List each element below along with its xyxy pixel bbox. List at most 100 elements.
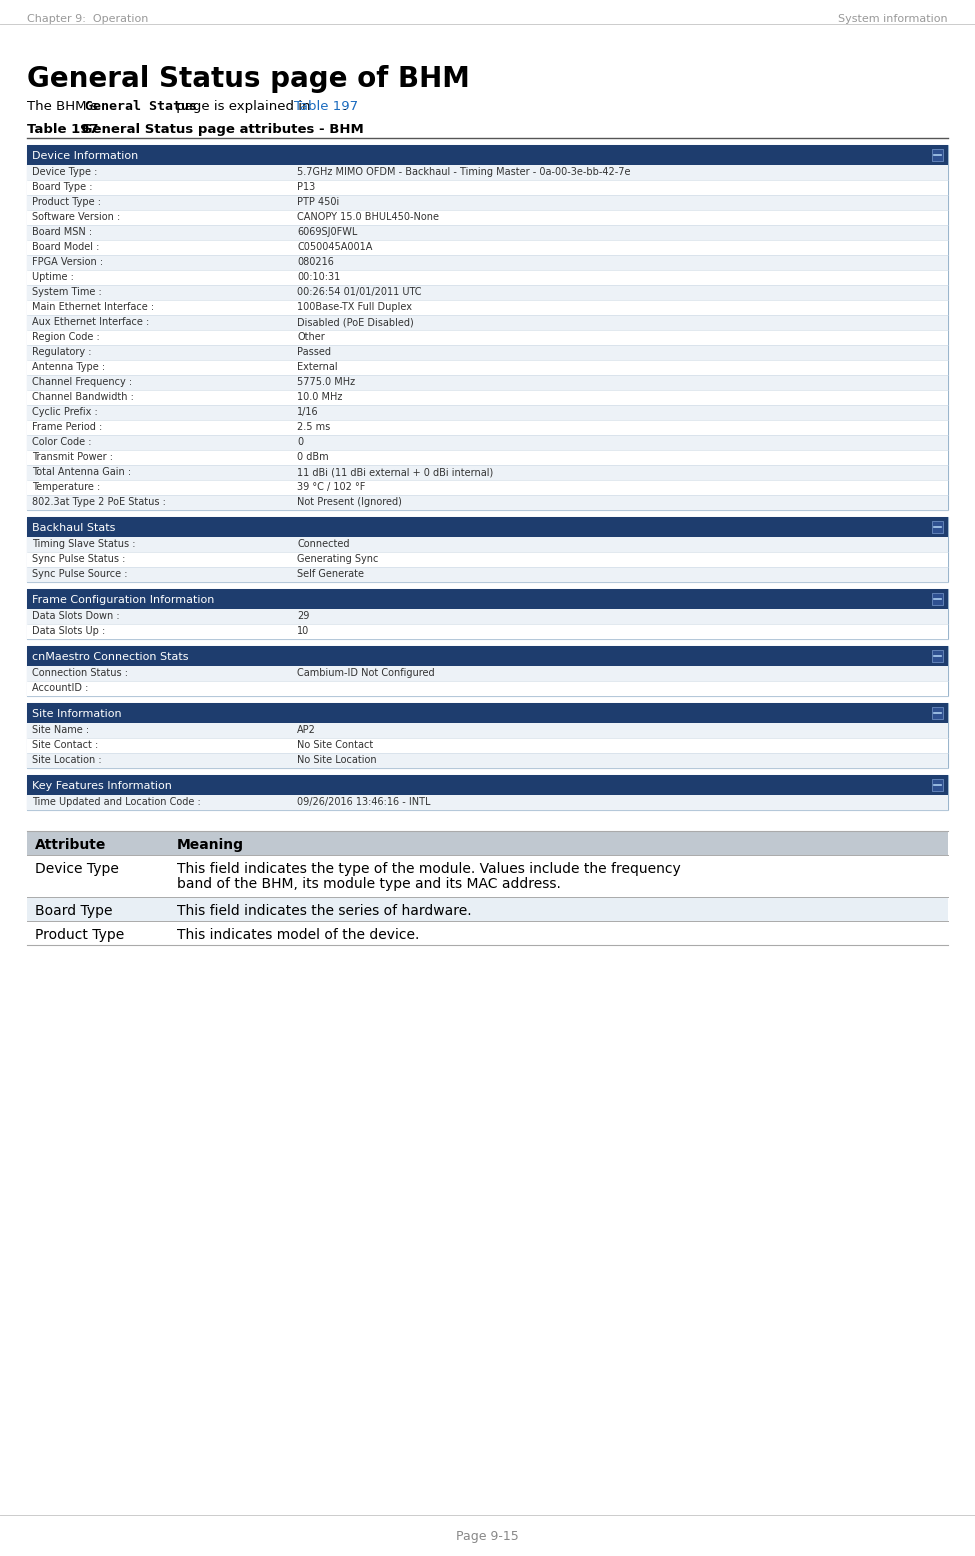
- Text: Chapter 9:  Operation: Chapter 9: Operation: [27, 14, 148, 23]
- Text: band of the BHM, its module type and its MAC address.: band of the BHM, its module type and its…: [177, 878, 561, 892]
- Text: Uptime :: Uptime :: [32, 272, 74, 282]
- Text: Temperature :: Temperature :: [32, 482, 100, 492]
- Text: 100Base-TX Full Duplex: 100Base-TX Full Duplex: [297, 302, 412, 313]
- Text: 5775.0 MHz: 5775.0 MHz: [297, 377, 355, 387]
- Text: .: .: [343, 100, 347, 114]
- Text: 0: 0: [297, 437, 303, 447]
- Text: The BHM’s: The BHM’s: [27, 100, 101, 114]
- Bar: [27, 405, 948, 420]
- Text: 11 dBi (11 dBi external + 0 dBi internal): 11 dBi (11 dBi external + 0 dBi internal…: [297, 467, 493, 478]
- Text: Region Code :: Region Code :: [32, 331, 99, 342]
- Text: General Status: General Status: [85, 100, 197, 114]
- Text: 39 °C / 102 °F: 39 °C / 102 °F: [297, 482, 366, 492]
- Bar: [27, 795, 948, 811]
- Text: Device Information: Device Information: [32, 151, 138, 160]
- Bar: [27, 517, 948, 537]
- Text: 00:10:31: 00:10:31: [297, 272, 340, 282]
- Text: 10.0 MHz: 10.0 MHz: [297, 392, 342, 401]
- Bar: [27, 753, 948, 769]
- Text: Main Ethernet Interface :: Main Ethernet Interface :: [32, 302, 154, 313]
- Bar: [27, 255, 948, 271]
- Bar: [27, 854, 948, 896]
- Bar: [27, 165, 948, 180]
- Text: Site Information: Site Information: [32, 710, 122, 719]
- Bar: [27, 479, 948, 495]
- Text: Key Features Information: Key Features Information: [32, 781, 172, 790]
- Text: Sync Pulse Status :: Sync Pulse Status :: [32, 554, 126, 563]
- Bar: [27, 285, 948, 300]
- Text: Disabled (PoE Disabled): Disabled (PoE Disabled): [297, 317, 413, 327]
- Text: Site Location :: Site Location :: [32, 755, 101, 766]
- Text: 00:26:54 01/01/2011 UTC: 00:26:54 01/01/2011 UTC: [297, 286, 421, 297]
- Text: Device Type: Device Type: [35, 862, 119, 876]
- Text: System information: System information: [838, 14, 948, 23]
- Text: AccountID :: AccountID :: [32, 683, 89, 692]
- Bar: [27, 590, 948, 608]
- Text: 6069SJ0FWL: 6069SJ0FWL: [297, 227, 358, 237]
- Bar: [27, 145, 948, 165]
- Text: Page 9-15: Page 9-15: [455, 1530, 519, 1544]
- Bar: [27, 226, 948, 240]
- Bar: [27, 300, 948, 314]
- Text: FPGA Version :: FPGA Version :: [32, 257, 103, 268]
- Text: 802.3at Type 2 PoE Status :: 802.3at Type 2 PoE Status :: [32, 496, 166, 507]
- Text: General Status page attributes - BHM: General Status page attributes - BHM: [77, 123, 364, 135]
- Text: Data Slots Down :: Data Slots Down :: [32, 612, 120, 621]
- Text: No Site Location: No Site Location: [297, 755, 376, 766]
- Bar: [27, 194, 948, 210]
- Bar: [27, 391, 948, 405]
- Text: Site Contact :: Site Contact :: [32, 741, 98, 750]
- Text: This field indicates the series of hardware.: This field indicates the series of hardw…: [177, 904, 472, 918]
- Bar: [27, 271, 948, 285]
- Text: Antenna Type :: Antenna Type :: [32, 363, 105, 372]
- Bar: [27, 566, 948, 582]
- Text: Regulatory :: Regulatory :: [32, 347, 92, 356]
- Text: Table 197: Table 197: [294, 100, 358, 114]
- Text: Transmit Power :: Transmit Power :: [32, 451, 113, 462]
- Bar: [27, 608, 948, 624]
- Bar: [27, 921, 948, 944]
- Text: Generating Sync: Generating Sync: [297, 554, 378, 563]
- Text: Product Type: Product Type: [35, 927, 124, 941]
- Text: Aux Ethernet Interface :: Aux Ethernet Interface :: [32, 317, 149, 327]
- Bar: [932, 149, 943, 160]
- Bar: [27, 330, 948, 345]
- Bar: [27, 738, 948, 753]
- Text: Backhaul Stats: Backhaul Stats: [32, 523, 115, 534]
- Bar: [27, 375, 948, 391]
- Bar: [932, 650, 943, 661]
- Bar: [27, 624, 948, 640]
- Text: Meaning: Meaning: [177, 839, 244, 853]
- Bar: [27, 420, 948, 436]
- Text: 1/16: 1/16: [297, 408, 319, 417]
- Text: Channel Bandwidth :: Channel Bandwidth :: [32, 392, 134, 401]
- Bar: [27, 896, 948, 921]
- Bar: [27, 465, 948, 479]
- Bar: [932, 593, 943, 605]
- Text: No Site Contact: No Site Contact: [297, 741, 373, 750]
- Bar: [27, 345, 948, 359]
- Text: Attribute: Attribute: [35, 839, 106, 853]
- Text: This indicates model of the device.: This indicates model of the device.: [177, 927, 419, 941]
- Text: page is explained in: page is explained in: [172, 100, 315, 114]
- Text: External: External: [297, 363, 337, 372]
- Text: Frame Period :: Frame Period :: [32, 422, 102, 433]
- Bar: [27, 775, 948, 795]
- Bar: [932, 706, 943, 719]
- Text: Board Type :: Board Type :: [32, 182, 93, 191]
- Text: Board Type: Board Type: [35, 904, 112, 918]
- Text: Channel Frequency :: Channel Frequency :: [32, 377, 133, 387]
- Text: System Time :: System Time :: [32, 286, 101, 297]
- Text: Connected: Connected: [297, 538, 349, 549]
- Text: Table 197: Table 197: [27, 123, 98, 135]
- Bar: [27, 450, 948, 465]
- Bar: [27, 359, 948, 375]
- Text: Frame Configuration Information: Frame Configuration Information: [32, 594, 214, 605]
- Text: cnMaestro Connection Stats: cnMaestro Connection Stats: [32, 652, 188, 661]
- Bar: [27, 703, 948, 769]
- Bar: [27, 724, 948, 738]
- Bar: [27, 703, 948, 724]
- Bar: [27, 590, 948, 640]
- Text: Site Name :: Site Name :: [32, 725, 89, 734]
- Text: 09/26/2016 13:46:16 - INTL: 09/26/2016 13:46:16 - INTL: [297, 797, 431, 808]
